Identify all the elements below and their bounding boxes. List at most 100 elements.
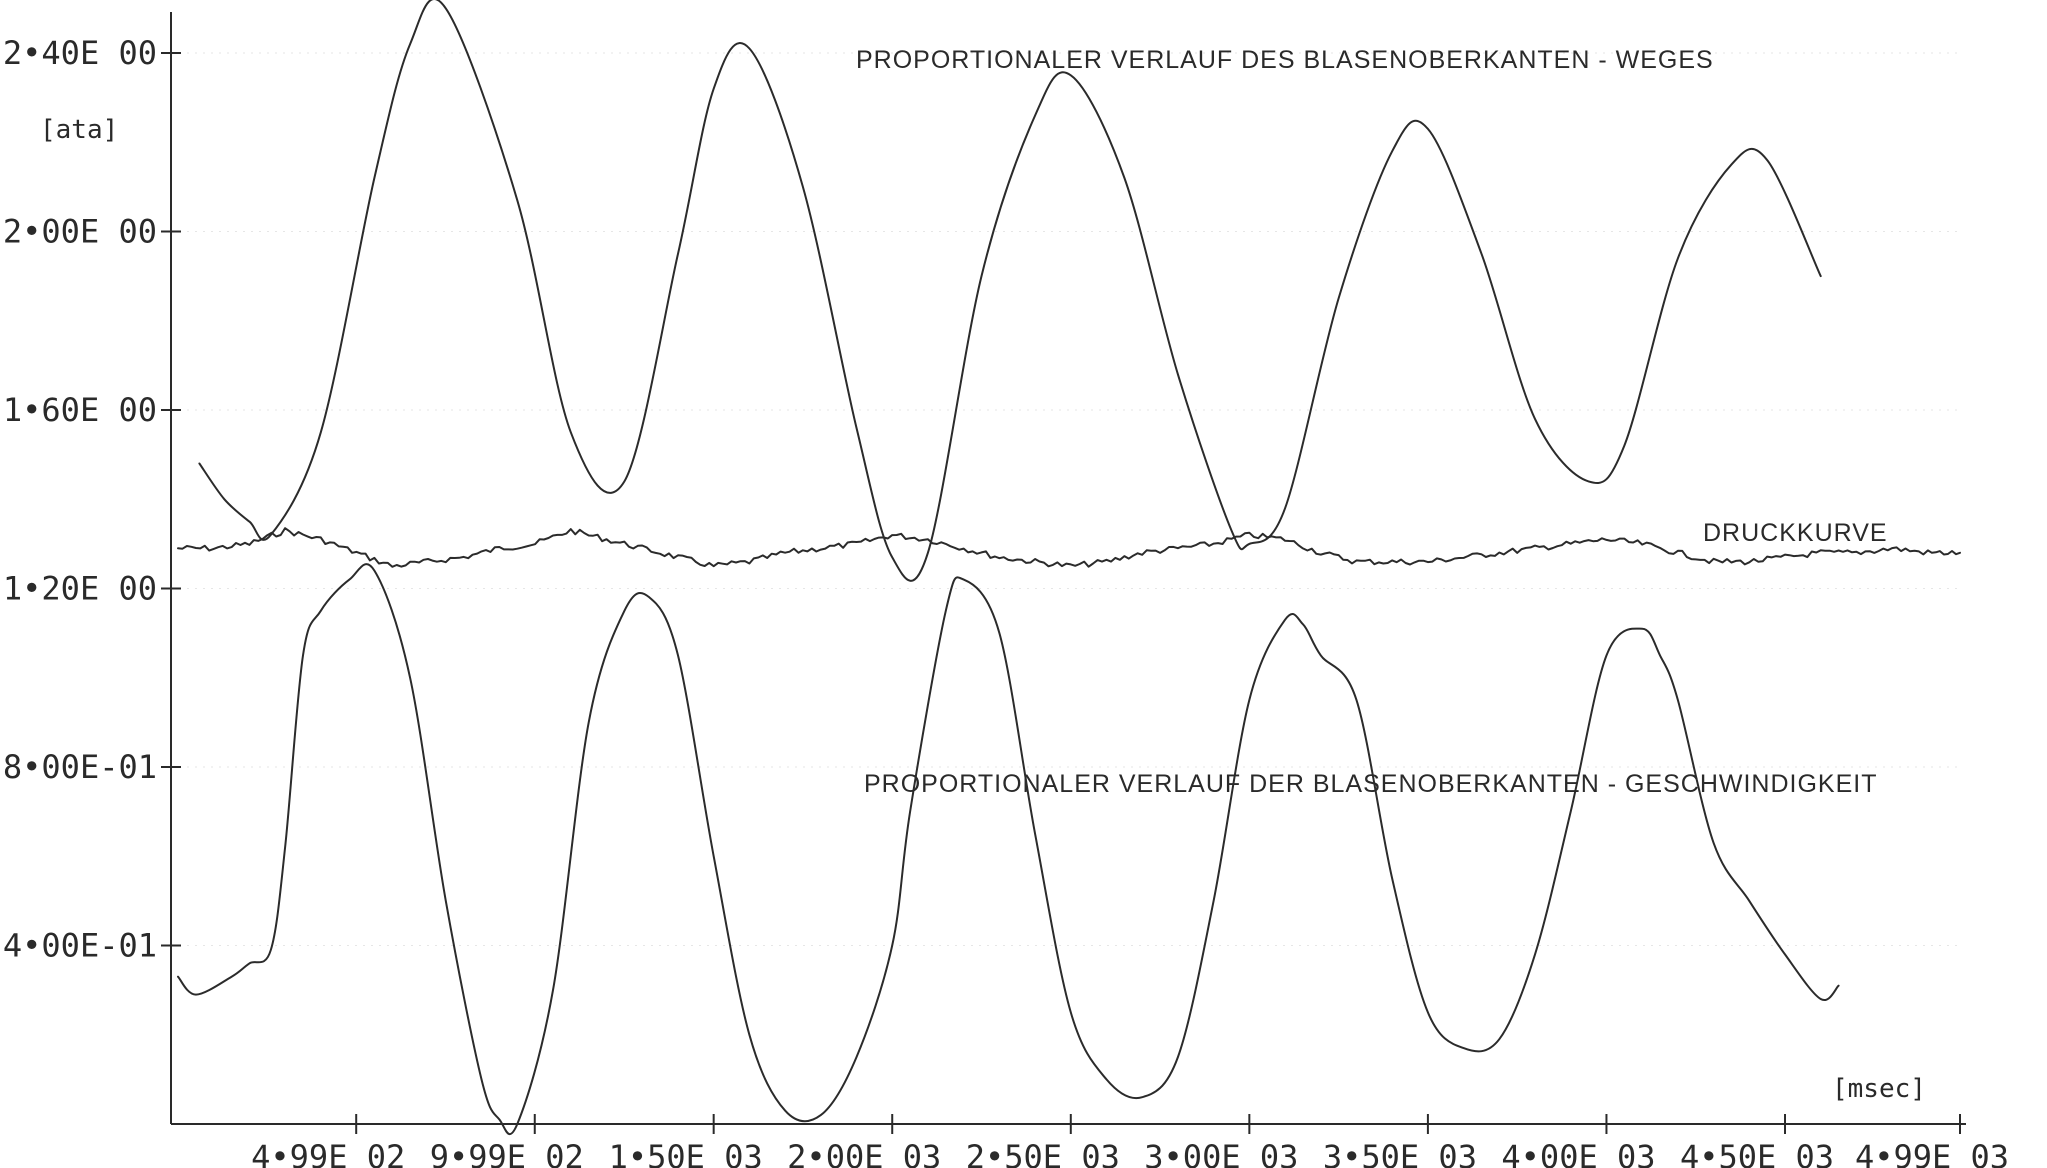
point-geschwindigkeit-35 xyxy=(1212,900,1214,902)
point-geschwindigkeit-4 xyxy=(270,949,272,951)
axes: 4•00E-01 8•00E-01 1•20E 00 1•60E 00 2•00E 00… xyxy=(3,12,2009,1168)
point-geschwindigkeit-52 xyxy=(1748,900,1750,902)
grid-layer xyxy=(171,52,1960,946)
point-weges-35 xyxy=(1766,159,1768,161)
point-druckkurve-25 xyxy=(1070,565,1072,567)
point-druckkurve-19 xyxy=(855,543,857,545)
point-druckkurve-42 xyxy=(1677,552,1679,554)
point-druckkurve-44 xyxy=(1748,561,1750,563)
point-druckkurve-45 xyxy=(1784,556,1786,558)
point-geschwindigkeit-33 xyxy=(1141,1096,1143,1098)
point-druckkurve-12 xyxy=(605,538,607,540)
point-geschwindigkeit-26 xyxy=(909,810,911,812)
point-druckkurve-15 xyxy=(713,565,715,567)
point-weges-32 xyxy=(1623,445,1625,447)
point-druckkurve-48 xyxy=(1891,547,1893,549)
point-druckkurve-13 xyxy=(641,547,643,549)
point-weges-7 xyxy=(445,7,447,9)
point-geschwindigkeit-21 xyxy=(748,1034,750,1036)
point-geschwindigkeit-7 xyxy=(320,610,322,612)
point-druckkurve-1 xyxy=(213,547,215,549)
point-geschwindigkeit-10 xyxy=(409,677,411,679)
point-weges-25 xyxy=(1284,507,1286,509)
point-druckkurve-23 xyxy=(998,556,1000,558)
point-geschwindigkeit-12 xyxy=(480,1078,482,1080)
point-weges-36 xyxy=(1820,275,1822,277)
annotation-geschwindigkeit: PROPORTIONALER VERLAUF DER BLASENOBERKAN… xyxy=(864,770,1878,798)
point-druckkurve-21 xyxy=(927,538,929,540)
x-tick-label-9: 4•99E 03 xyxy=(1855,1138,2009,1168)
point-geschwindigkeit-19 xyxy=(677,654,679,656)
point-weges-22 xyxy=(1177,373,1179,375)
point-druckkurve-37 xyxy=(1498,552,1500,554)
point-druckkurve-10 xyxy=(534,543,536,545)
point-geschwindigkeit-17 xyxy=(623,610,625,612)
point-druckkurve-26 xyxy=(1105,561,1107,563)
point-druckkurve-8 xyxy=(463,556,465,558)
x-tick-label-1: 9•99E 02 xyxy=(430,1138,584,1168)
point-weges-27 xyxy=(1391,150,1393,152)
point-druckkurve-38 xyxy=(1534,547,1536,549)
point-weges-10 xyxy=(623,480,625,482)
point-druckkurve-2 xyxy=(248,543,250,545)
series-line-weges xyxy=(198,0,1822,582)
point-geschwindigkeit-29 xyxy=(998,632,1000,634)
annotation-druckkurve: DRUCKKURVE xyxy=(1703,519,1888,547)
point-druckkurve-49 xyxy=(1927,552,1929,554)
point-geschwindigkeit-51 xyxy=(1712,842,1714,844)
point-druckkurve-20 xyxy=(891,534,893,536)
point-druckkurve-30 xyxy=(1248,534,1250,536)
point-weges-28 xyxy=(1427,128,1429,130)
point-geschwindigkeit-32 xyxy=(1105,1078,1107,1080)
point-weges-31 xyxy=(1587,480,1589,482)
y-tick-label-4: 2•00E 00 xyxy=(3,213,157,251)
point-geschwindigkeit-43 xyxy=(1462,1047,1464,1049)
point-geschwindigkeit-39 xyxy=(1320,654,1322,656)
point-geschwindigkeit-2 xyxy=(230,976,232,978)
point-druckkurve-39 xyxy=(1570,543,1572,545)
x-tick-label-3: 2•00E 03 xyxy=(787,1138,941,1168)
point-druckkurve-14 xyxy=(677,556,679,558)
point-druckkurve-35 xyxy=(1427,561,1429,563)
point-geschwindigkeit-47 xyxy=(1605,654,1607,656)
point-geschwindigkeit-31 xyxy=(1070,1011,1072,1013)
y-tick-label-0: 4•00E-01 xyxy=(3,927,157,965)
point-druckkurve-41 xyxy=(1641,543,1643,545)
point-weges-33 xyxy=(1677,257,1679,259)
point-geschwindigkeit-41 xyxy=(1391,877,1393,879)
x-tick-label-7: 4•00E 03 xyxy=(1501,1138,1655,1168)
point-geschwindigkeit-36 xyxy=(1248,699,1250,701)
point-weges-9 xyxy=(570,431,572,433)
point-geschwindigkeit-23 xyxy=(820,1114,822,1116)
point-druckkurve-9 xyxy=(498,547,500,549)
point-geschwindigkeit-40 xyxy=(1355,699,1357,701)
point-weges-24 xyxy=(1248,543,1250,545)
point-geschwindigkeit-3 xyxy=(248,962,250,964)
point-druckkurve-6 xyxy=(391,565,393,567)
x-tick-label-2: 1•50E 03 xyxy=(609,1138,763,1168)
point-geschwindigkeit-28 xyxy=(963,578,965,580)
point-druckkurve-29 xyxy=(1212,543,1214,545)
point-geschwindigkeit-11 xyxy=(445,900,447,902)
point-druckkurve-40 xyxy=(1605,538,1607,540)
point-geschwindigkeit-14 xyxy=(516,1123,518,1125)
point-weges-20 xyxy=(1070,74,1072,76)
series-line-druckkurve xyxy=(177,527,1961,568)
point-geschwindigkeit-50 xyxy=(1677,699,1679,701)
point-weges-26 xyxy=(1337,297,1339,299)
point-druckkurve-24 xyxy=(1034,561,1036,563)
annotation-weges: PROPORTIONALER VERLAUF DES BLASENOBERKAN… xyxy=(856,46,1714,74)
point-geschwindigkeit-20 xyxy=(713,855,715,857)
x-tick-label-0: 4•99E 02 xyxy=(251,1138,405,1168)
x-tick-label-4: 2•50E 03 xyxy=(966,1138,1120,1168)
point-druckkurve-36 xyxy=(1462,556,1464,558)
point-weges-18 xyxy=(980,275,982,277)
point-weges-11 xyxy=(677,253,679,255)
y-tick-label-5: 2•40E 00 xyxy=(3,34,157,72)
point-weges-2 xyxy=(248,520,250,522)
point-geschwindigkeit-22 xyxy=(784,1109,786,1111)
x-tick-label-8: 4•50E 03 xyxy=(1680,1138,1834,1168)
point-geschwindigkeit-37 xyxy=(1284,619,1286,621)
point-weges-1 xyxy=(223,498,225,500)
